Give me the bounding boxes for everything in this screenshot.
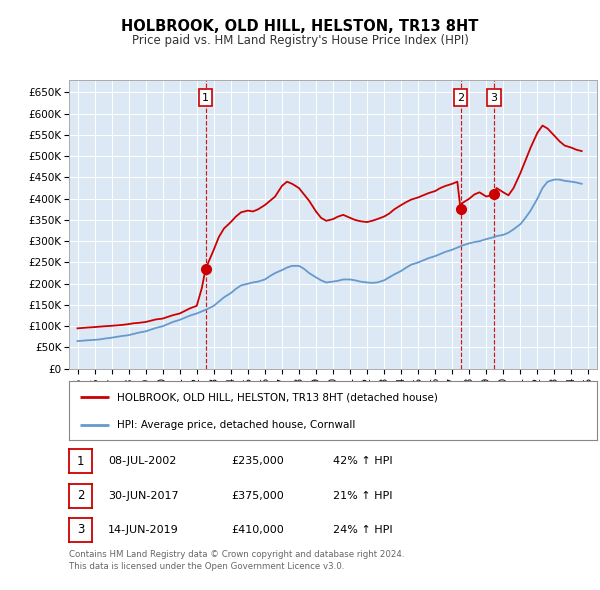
Text: 1: 1	[77, 455, 84, 468]
Text: 42% ↑ HPI: 42% ↑ HPI	[333, 457, 392, 466]
Text: Price paid vs. HM Land Registry's House Price Index (HPI): Price paid vs. HM Land Registry's House …	[131, 34, 469, 47]
Text: HOLBROOK, OLD HILL, HELSTON, TR13 8HT: HOLBROOK, OLD HILL, HELSTON, TR13 8HT	[121, 19, 479, 34]
Text: 08-JUL-2002: 08-JUL-2002	[108, 457, 176, 466]
Text: HPI: Average price, detached house, Cornwall: HPI: Average price, detached house, Corn…	[116, 420, 355, 430]
Text: 3: 3	[490, 93, 497, 103]
Text: 14-JUN-2019: 14-JUN-2019	[108, 525, 179, 535]
Text: 3: 3	[77, 523, 84, 536]
Text: 1: 1	[202, 93, 209, 103]
Text: 30-JUN-2017: 30-JUN-2017	[108, 491, 179, 500]
Text: Contains HM Land Registry data © Crown copyright and database right 2024.
This d: Contains HM Land Registry data © Crown c…	[69, 550, 404, 571]
Text: £375,000: £375,000	[231, 491, 284, 500]
Text: 24% ↑ HPI: 24% ↑ HPI	[333, 525, 392, 535]
Text: £235,000: £235,000	[231, 457, 284, 466]
Text: 2: 2	[77, 489, 84, 502]
Text: 21% ↑ HPI: 21% ↑ HPI	[333, 491, 392, 500]
Text: 2: 2	[457, 93, 464, 103]
Text: HOLBROOK, OLD HILL, HELSTON, TR13 8HT (detached house): HOLBROOK, OLD HILL, HELSTON, TR13 8HT (d…	[116, 392, 437, 402]
Text: £410,000: £410,000	[231, 525, 284, 535]
